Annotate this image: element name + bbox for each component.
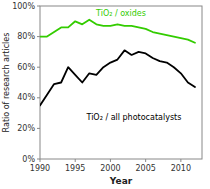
- y-tick-label: 0%: [22, 155, 35, 164]
- y-tick: [37, 97, 40, 98]
- x-axis-label: Year: [109, 176, 133, 186]
- series-line: [40, 50, 195, 105]
- series-label: TiO₂ / oxides: [95, 9, 146, 18]
- x-tick: [145, 159, 146, 162]
- x-tick: [110, 159, 111, 162]
- y-tick-label: 20%: [17, 124, 35, 133]
- plot-area: [40, 20, 195, 106]
- x-tick: [40, 159, 41, 162]
- x-tick-label: 1995: [65, 164, 85, 173]
- y-tick-label: 60%: [17, 63, 35, 72]
- y-tick: [37, 6, 40, 7]
- y-tick-label: 40%: [17, 93, 35, 102]
- x-tick: [180, 159, 181, 162]
- x-tick-label: 2005: [135, 164, 155, 173]
- series-line: [40, 20, 195, 43]
- y-tick: [37, 128, 40, 129]
- x-tick: [75, 159, 76, 162]
- plot-frame: [40, 6, 202, 159]
- y-axis-label: Ratio of research articles: [2, 33, 11, 133]
- x-tick-label: 2000: [100, 164, 120, 173]
- y-tick-label: 80%: [17, 32, 35, 41]
- y-tick: [37, 67, 40, 68]
- y-tick: [37, 36, 40, 37]
- chart: 0% 20% 40% 60% 80% 100% 1990 1995 2000 2005 2010 Ye…: [0, 0, 210, 189]
- y-tick-label: 100%: [12, 2, 35, 11]
- series-label: TiO₂ / all photocatalysts: [86, 113, 182, 122]
- x-tick-label: 1990: [30, 164, 50, 173]
- x-tick-label: 2010: [171, 164, 191, 173]
